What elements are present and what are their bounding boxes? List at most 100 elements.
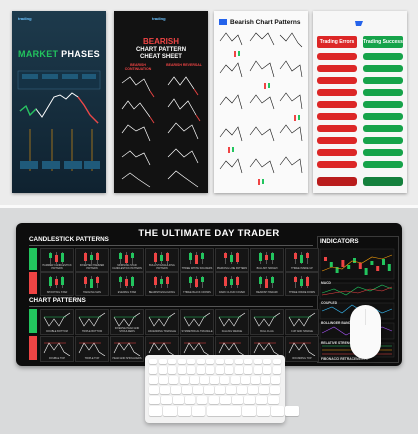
keyboard-key [158, 359, 167, 364]
chart-pattern-card: CUP AND HANDLE [285, 309, 319, 335]
keyboard-key [244, 359, 253, 364]
keyboard-key [169, 376, 179, 384]
chart-pattern-card: HEAD AND SHOULDERS [110, 336, 144, 362]
keyboard-key [168, 366, 177, 374]
poster-brand: trading [18, 16, 32, 21]
keyboard-key [177, 406, 192, 416]
candlestick-underline [29, 245, 313, 246]
keyboard-key [272, 359, 281, 364]
poster-title-line2: CHART PATTERN CHEAT SHEET [114, 47, 208, 61]
poster-title-prefix: MARKET [18, 49, 59, 59]
poster-brand: trading [152, 16, 166, 21]
pattern-caption: BEARISH HARAMI [256, 291, 278, 294]
pattern-caption: BULLISH ENGULFING PATTERN [149, 264, 175, 270]
pattern-grid-illustration [219, 19, 303, 185]
poster-title-suffix: PHASES [61, 49, 100, 59]
chart-pattern-card: DOUBLE TOP [40, 336, 74, 362]
pattern-caption: PIERCING LINE PATTERN [216, 267, 248, 270]
mat-title: THE ULTIMATE DAY TRADER [138, 228, 280, 239]
candlestick-pattern-card: INVERTED HAMMER PATTERN [75, 248, 109, 272]
keyboard-key [253, 366, 262, 374]
cart-logo-icon [355, 21, 363, 26]
keyboard-key [160, 386, 170, 394]
pattern-caption: EVENING STAR [117, 291, 137, 294]
keyboard-key [242, 406, 256, 416]
pattern-caption: DARK CLOUD COVER [219, 291, 245, 294]
keyboard-key [149, 396, 160, 404]
chart-pattern-card: TRIPLE BOTTOM [75, 309, 109, 335]
candlestick-pattern-card: THREE WHITE SOLDIERS [180, 248, 214, 272]
bullish-row-marker [29, 248, 37, 270]
keyboard-key [208, 396, 220, 404]
keyboard-key [192, 406, 206, 416]
bearish-patterns-illustration [121, 76, 201, 188]
errors-success-poster: Trading Errors Trading Success [313, 11, 407, 193]
keyboard-key [237, 386, 247, 394]
keyboard-key [240, 376, 250, 384]
pattern-caption: INVERTED HAMMER PATTERN [79, 264, 105, 270]
candlestick-pattern-card: BEARISH ENGULFING [145, 272, 179, 296]
keyboard-key [271, 376, 281, 384]
success-header: Trading Success [363, 36, 403, 48]
keyboard-key [263, 366, 272, 374]
indicator-label: COUPLED [321, 301, 338, 305]
poster-title-line3-text: CHEAT SHEET [140, 54, 182, 60]
section-divider [0, 205, 418, 208]
pattern-caption: DOUBLE TOP [48, 357, 66, 360]
poster-title-line2-text: CHART PATTERN [135, 47, 187, 53]
keyboard-key [251, 376, 261, 384]
keyboard-key [193, 386, 203, 394]
pattern-caption: ROUNDING TOP [292, 357, 312, 360]
candlestick-heading: CANDLESTICK PATTERNS [29, 236, 109, 243]
keyboard-key [206, 366, 215, 374]
keyboard-key [177, 366, 186, 374]
chart-underline [29, 306, 313, 307]
keyboard-key [248, 386, 258, 394]
keyboard-key [215, 366, 224, 374]
pattern-caption: CUP AND HANDLE [291, 330, 313, 333]
keyboard-key [261, 376, 271, 384]
pattern-caption: ASCENDING TRIANGLE [147, 330, 176, 333]
candlestick-pattern-card: SHOOTING STAR [40, 272, 74, 296]
keyboard-key [263, 359, 272, 364]
poster-title: MARKET PHASES [12, 49, 106, 59]
pattern-caption: THREE BLACK CROWS [183, 291, 211, 294]
keyboard-key [206, 359, 215, 364]
candlestick-pattern-card: BEARISH HARAMI [250, 272, 284, 296]
poster-title-line1: BEARISH [142, 37, 179, 46]
keyboard-key [177, 359, 186, 364]
candlestick-pattern-card: BULLISH ENGULFING PATTERN [145, 248, 179, 272]
candlestick-pattern-card: MORNING STAR CANDLESTICK PATTERN [110, 248, 144, 272]
keyboard-key [160, 396, 172, 404]
pattern-caption: FALLING WEDGE [221, 330, 243, 333]
pattern-caption: SHOOTING STAR [46, 291, 68, 294]
pattern-caption: HANGING MAN [83, 291, 101, 294]
computer-mouse [350, 305, 381, 359]
keyboard-key [187, 366, 196, 374]
keyboard-key [225, 359, 234, 364]
keyboard-key [232, 396, 244, 404]
candlestick-pattern-card: PIERCING LINE PATTERN [215, 248, 249, 272]
keyboard-key [196, 366, 205, 374]
keyboard-key [159, 376, 169, 384]
indicator-label: BOLLINGER BANDS [321, 321, 354, 325]
chart-pattern-card: INVERSE HEAD AND SHOULDERS [110, 309, 144, 335]
keyboard-key [220, 376, 230, 384]
keyboard-key [285, 406, 299, 416]
keyboard [145, 355, 299, 423]
keyboard-key [149, 376, 159, 384]
pattern-caption: THREE INSIDE DOWN [288, 291, 316, 294]
chart-pattern-card: FALLING WEDGE [215, 309, 249, 335]
left-column-label: BEARISH CONTINUATION [124, 63, 152, 71]
chart-pattern-card: ROUNDING TOP [285, 336, 319, 362]
candlestick-pattern-card: HAMMER CANDLESTICK PATTERN [40, 248, 74, 272]
pattern-caption: THREE WHITE SOLDIERS [181, 267, 213, 270]
pattern-caption: INVERSE HEAD AND SHOULDERS [114, 327, 140, 333]
pattern-caption: BULLISH HARAMI [256, 267, 278, 270]
keyboard-key [271, 406, 285, 416]
keyboard-key [149, 386, 159, 394]
chart-pattern-card: SYMMETRICAL TRIANGLE [180, 309, 214, 335]
keyboard-key [256, 406, 270, 416]
keyboard-key [171, 386, 181, 394]
product-images-top: trading MARKET PHASES trading BEARISH CH… [0, 0, 418, 206]
